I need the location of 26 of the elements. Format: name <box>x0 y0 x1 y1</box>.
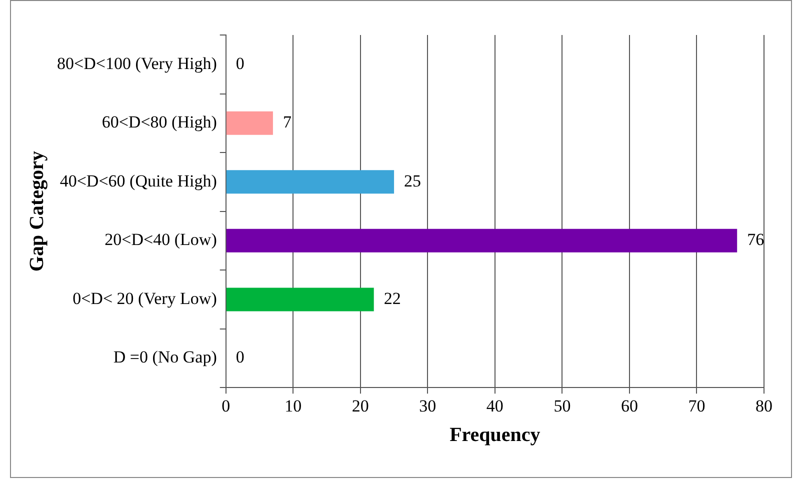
x-tick-label: 60 <box>620 396 638 416</box>
data-label: 25 <box>404 171 422 190</box>
bar <box>226 288 374 312</box>
x-tick-label: 20 <box>352 396 369 416</box>
x-tick-label: 10 <box>284 396 302 416</box>
x-tick-label: 50 <box>554 396 571 416</box>
x-tick-label: 70 <box>688 396 706 416</box>
x-tick-label: 80 <box>756 396 772 416</box>
y-tick-label: 0<D< 20 (Very Low) <box>72 288 217 308</box>
x-tick-label: 30 <box>419 396 436 416</box>
x-tick-label: 40 <box>486 396 504 416</box>
x-tick-label: 0 <box>222 396 230 416</box>
data-label: 0 <box>236 54 244 73</box>
bar <box>226 170 394 194</box>
y-tick-label: 60<D<80 (High) <box>102 112 217 132</box>
data-label: 0 <box>236 348 244 367</box>
y-tick-label: D =0 (No Gap) <box>113 348 217 367</box>
bar <box>226 228 738 252</box>
y-tick-label: 20<D<40 (Low) <box>104 230 217 250</box>
y-tick-label: 40<D<60 (Quite High) <box>60 171 217 190</box>
data-label: 22 <box>384 288 401 308</box>
y-tick-label: 80<D<100 (Very High) <box>57 54 217 73</box>
bar <box>226 111 273 135</box>
data-label: 7 <box>282 112 292 132</box>
y-axis-title: Gap Category <box>26 151 48 272</box>
x-axis-title: Frequency <box>450 424 540 446</box>
